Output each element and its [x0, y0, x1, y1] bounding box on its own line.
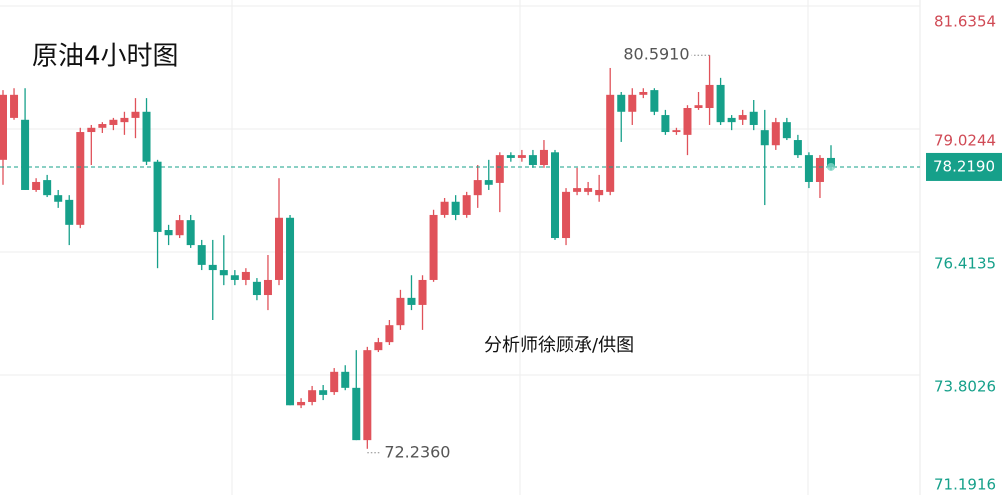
candle-body [804, 155, 813, 182]
candle-body [208, 264, 217, 271]
candle-body [109, 119, 118, 125]
candle-body [495, 155, 504, 183]
candle-body [528, 155, 537, 166]
candle-body [705, 84, 714, 109]
candle-body [385, 325, 394, 343]
candle-body [617, 94, 626, 112]
candle-body [694, 105, 703, 109]
candle-body [473, 180, 482, 196]
candle-body [573, 188, 582, 192]
candle-body [164, 230, 173, 236]
candle-body [186, 220, 195, 246]
y-tick-label: 73.8026 [934, 377, 996, 395]
candle-body [782, 122, 791, 139]
candle-body [341, 371, 350, 388]
candle-body [716, 84, 725, 123]
y-tick-label: 81.6354 [934, 13, 996, 31]
candle-body [650, 90, 659, 112]
candle-body [286, 217, 295, 406]
candle-body [275, 217, 283, 280]
last-price-tag [926, 152, 1002, 181]
candle-body [297, 401, 306, 406]
candle-body [374, 342, 383, 351]
candle-body [10, 94, 19, 118]
candle-body [418, 279, 427, 305]
candle-body [451, 201, 460, 215]
candle-body [827, 157, 835, 167]
candle-body [793, 140, 802, 156]
candle-body [738, 115, 747, 120]
candle-body [197, 245, 206, 265]
candle-body [661, 115, 670, 133]
candle-body [407, 297, 416, 305]
candle-body [330, 371, 339, 393]
candle-body [263, 279, 272, 296]
y-tick-label: 71.1916 [934, 476, 996, 494]
candle-body [517, 155, 526, 158]
candle-body [749, 111, 758, 125]
candle-body [551, 152, 559, 239]
annotation-label: 80.5910 [623, 45, 689, 64]
candle-body [484, 180, 493, 185]
candle-body [462, 195, 471, 215]
candle-body [771, 122, 780, 146]
candle-body [672, 130, 681, 133]
candle-body [319, 390, 328, 395]
candle-body [120, 117, 129, 123]
candle-body [628, 94, 637, 112]
last-price-label: 78.2190 [933, 157, 995, 175]
y-tick-label: 76.4135 [934, 255, 996, 273]
candle-body [54, 195, 63, 202]
candle-body [230, 275, 239, 280]
candle-body [76, 132, 85, 225]
candle-body [815, 157, 824, 182]
candle-body [43, 180, 52, 196]
y-tick-label: 79.0244 [934, 132, 996, 150]
candle-body [595, 189, 604, 196]
candle-body [87, 127, 96, 133]
candle-body [562, 191, 571, 239]
candle-body [639, 91, 648, 95]
candle-body [606, 94, 615, 192]
candle-body [539, 149, 548, 166]
candle-body [32, 181, 41, 190]
candle-body [683, 108, 692, 135]
candle-body [21, 119, 30, 190]
candle-body [98, 124, 107, 128]
candle-body [760, 130, 769, 146]
credit: 分析师徐顾承/供图 [484, 335, 634, 356]
candle-body [584, 188, 593, 192]
candle-body [142, 111, 151, 162]
candle-body [308, 390, 317, 402]
candle-body [396, 297, 405, 326]
candle-body [219, 270, 228, 276]
candle-body [506, 155, 515, 158]
candle-body [727, 117, 736, 123]
last-price-dot [827, 162, 835, 171]
candle-body [352, 387, 361, 441]
chart-title: 原油4小时图 [32, 42, 179, 72]
candle-body [241, 271, 250, 280]
candle-body [440, 201, 449, 215]
candle-body [153, 161, 162, 232]
candle-body [429, 214, 438, 280]
candle-body [131, 111, 140, 118]
candle-body [363, 350, 372, 441]
annotation-label: 72.2360 [384, 442, 450, 461]
candle-body [175, 220, 184, 236]
candle-body [252, 281, 261, 296]
candle-body [0, 94, 7, 160]
candle-body [65, 199, 74, 225]
